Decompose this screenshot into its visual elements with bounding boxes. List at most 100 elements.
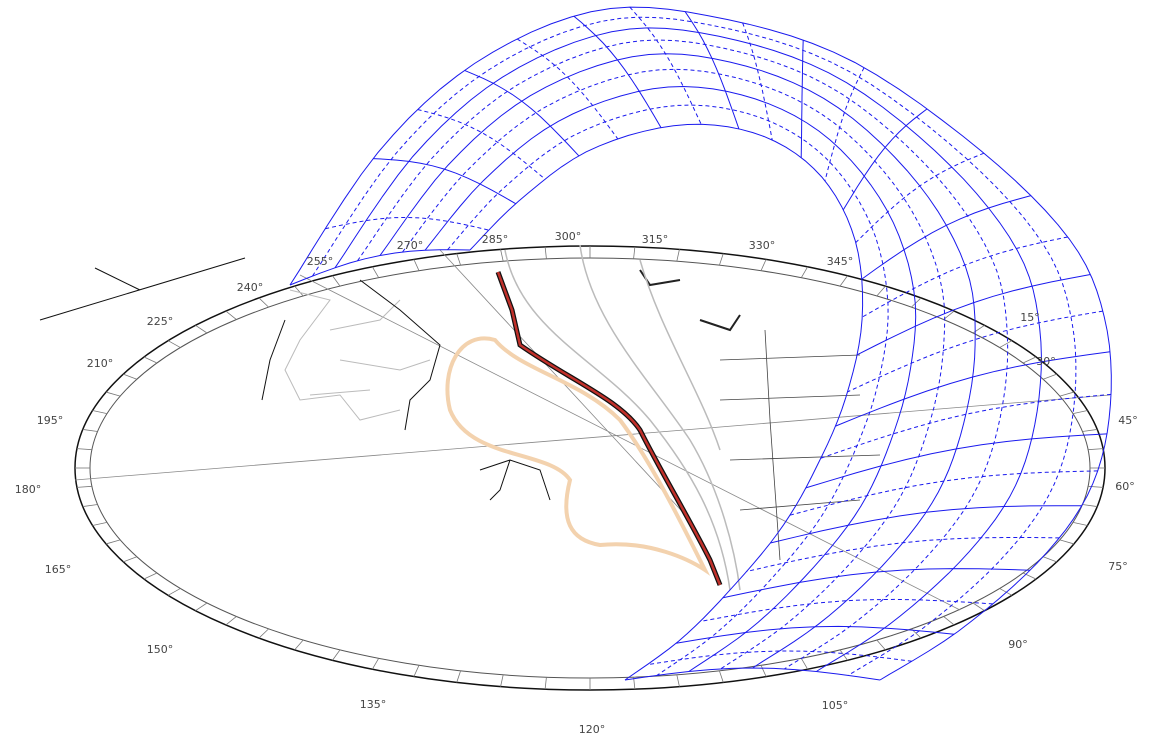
dome-meridian — [862, 196, 1031, 280]
dome-meridian — [325, 217, 489, 230]
ring-tick — [545, 677, 546, 689]
ring-tick — [372, 658, 378, 669]
azimuth-label: 255° — [307, 255, 334, 268]
ring-tick — [911, 298, 921, 307]
dome-meridian — [743, 23, 773, 140]
reference-line — [40, 258, 245, 320]
azimuth-label: 165° — [45, 563, 72, 576]
ring-tick — [1088, 486, 1103, 487]
ring-tick — [195, 325, 206, 333]
river — [285, 290, 430, 420]
ring-tick — [801, 658, 807, 669]
ring-tick — [501, 249, 504, 261]
ring-tick — [226, 311, 237, 319]
azimuth-label: 15° — [1020, 311, 1040, 324]
ring-tick — [106, 540, 120, 544]
ring-tick — [295, 640, 304, 650]
dome-meridian — [836, 352, 1111, 426]
azimuth-label: 60° — [1115, 480, 1135, 493]
ring-tick — [1023, 357, 1036, 363]
ring-tick — [1000, 341, 1012, 348]
dome-meridian — [862, 237, 1067, 317]
coastline — [262, 280, 440, 430]
ring-tick — [719, 671, 723, 683]
ring-tick — [1088, 449, 1103, 450]
ring-tick — [1023, 573, 1036, 579]
ring-tick — [457, 671, 461, 683]
azimuth-label: 240° — [237, 281, 264, 294]
azimuth-label: 225° — [147, 315, 174, 328]
coastline — [480, 460, 550, 500]
ring-tick — [168, 341, 180, 348]
ring-tick — [144, 357, 157, 363]
dome-parallel — [470, 124, 863, 680]
azimuth-label: 90° — [1008, 638, 1028, 651]
azimuth-label: 315° — [642, 233, 669, 246]
azimuth-label: 105° — [822, 699, 849, 712]
ring-tick — [944, 616, 955, 624]
ring-tick — [840, 276, 848, 286]
ring-tick — [1082, 429, 1097, 431]
ring-tick — [1073, 522, 1087, 525]
dome-parallel — [313, 17, 1076, 675]
dome-parallel — [290, 7, 1111, 680]
ring-tick — [106, 392, 120, 396]
azimuth-label: 210° — [87, 357, 114, 370]
dome-meridian — [517, 39, 618, 139]
dome-parallel — [403, 69, 945, 669]
azimuth-label: 75° — [1108, 560, 1128, 573]
ring-tick — [457, 254, 461, 266]
ring-tick — [333, 650, 341, 660]
ring-tick — [634, 247, 635, 259]
ring-tick — [1073, 411, 1087, 414]
dome-meridian — [857, 275, 1090, 355]
azimuth-label: 270° — [397, 239, 424, 252]
ring-tick — [77, 449, 92, 450]
dome-parallel — [448, 105, 889, 675]
dome-meridian — [700, 599, 993, 621]
grid-line — [75, 250, 1110, 610]
ring-tick — [677, 675, 680, 687]
ring-tick — [93, 522, 107, 525]
dome-meridian — [843, 109, 927, 210]
azimuth-label: 30° — [1036, 355, 1056, 368]
ring-tick — [877, 286, 886, 296]
dome-parallel — [425, 87, 916, 672]
dome-meridian — [747, 538, 1060, 572]
ring-tick — [144, 573, 157, 579]
ring-tick — [1060, 392, 1074, 396]
azimuth-label: 195° — [37, 414, 64, 427]
ring-tick — [414, 259, 419, 270]
ring-tick — [259, 298, 269, 307]
azimuth-label: 330° — [749, 239, 776, 252]
dome-meridian — [801, 40, 803, 158]
ring-tick — [93, 411, 107, 414]
ring-tick — [168, 588, 180, 595]
azimuth-label: 345° — [827, 255, 854, 268]
contour — [505, 245, 740, 590]
azimuth-label: 120° — [579, 723, 606, 736]
border — [720, 330, 880, 560]
ring-tick — [123, 374, 137, 379]
ring-tick — [545, 247, 546, 259]
ring-tick — [414, 665, 419, 676]
azimuth-labels: 240°225°210°195°180°165°150°135°120°105°… — [15, 230, 1138, 736]
ring-tick — [677, 249, 680, 261]
ring-tick — [83, 504, 98, 506]
ring-tick — [1060, 540, 1074, 544]
ring-tick — [372, 267, 378, 278]
azimuth-label: 180° — [15, 483, 42, 496]
ring-tick — [226, 616, 237, 624]
ring-tick — [259, 629, 269, 638]
ring-tick — [1043, 374, 1057, 379]
ring-tick — [801, 267, 807, 278]
ring-tick — [973, 603, 984, 611]
dome-meridian — [723, 569, 1030, 598]
azimuth-label: 285° — [482, 233, 509, 246]
dome-meridian — [856, 153, 984, 242]
coastline — [640, 270, 740, 330]
ring-tick — [123, 557, 137, 562]
slab-contour — [447, 338, 705, 570]
ring-tick — [195, 603, 206, 611]
dome-meridian — [790, 471, 1098, 515]
